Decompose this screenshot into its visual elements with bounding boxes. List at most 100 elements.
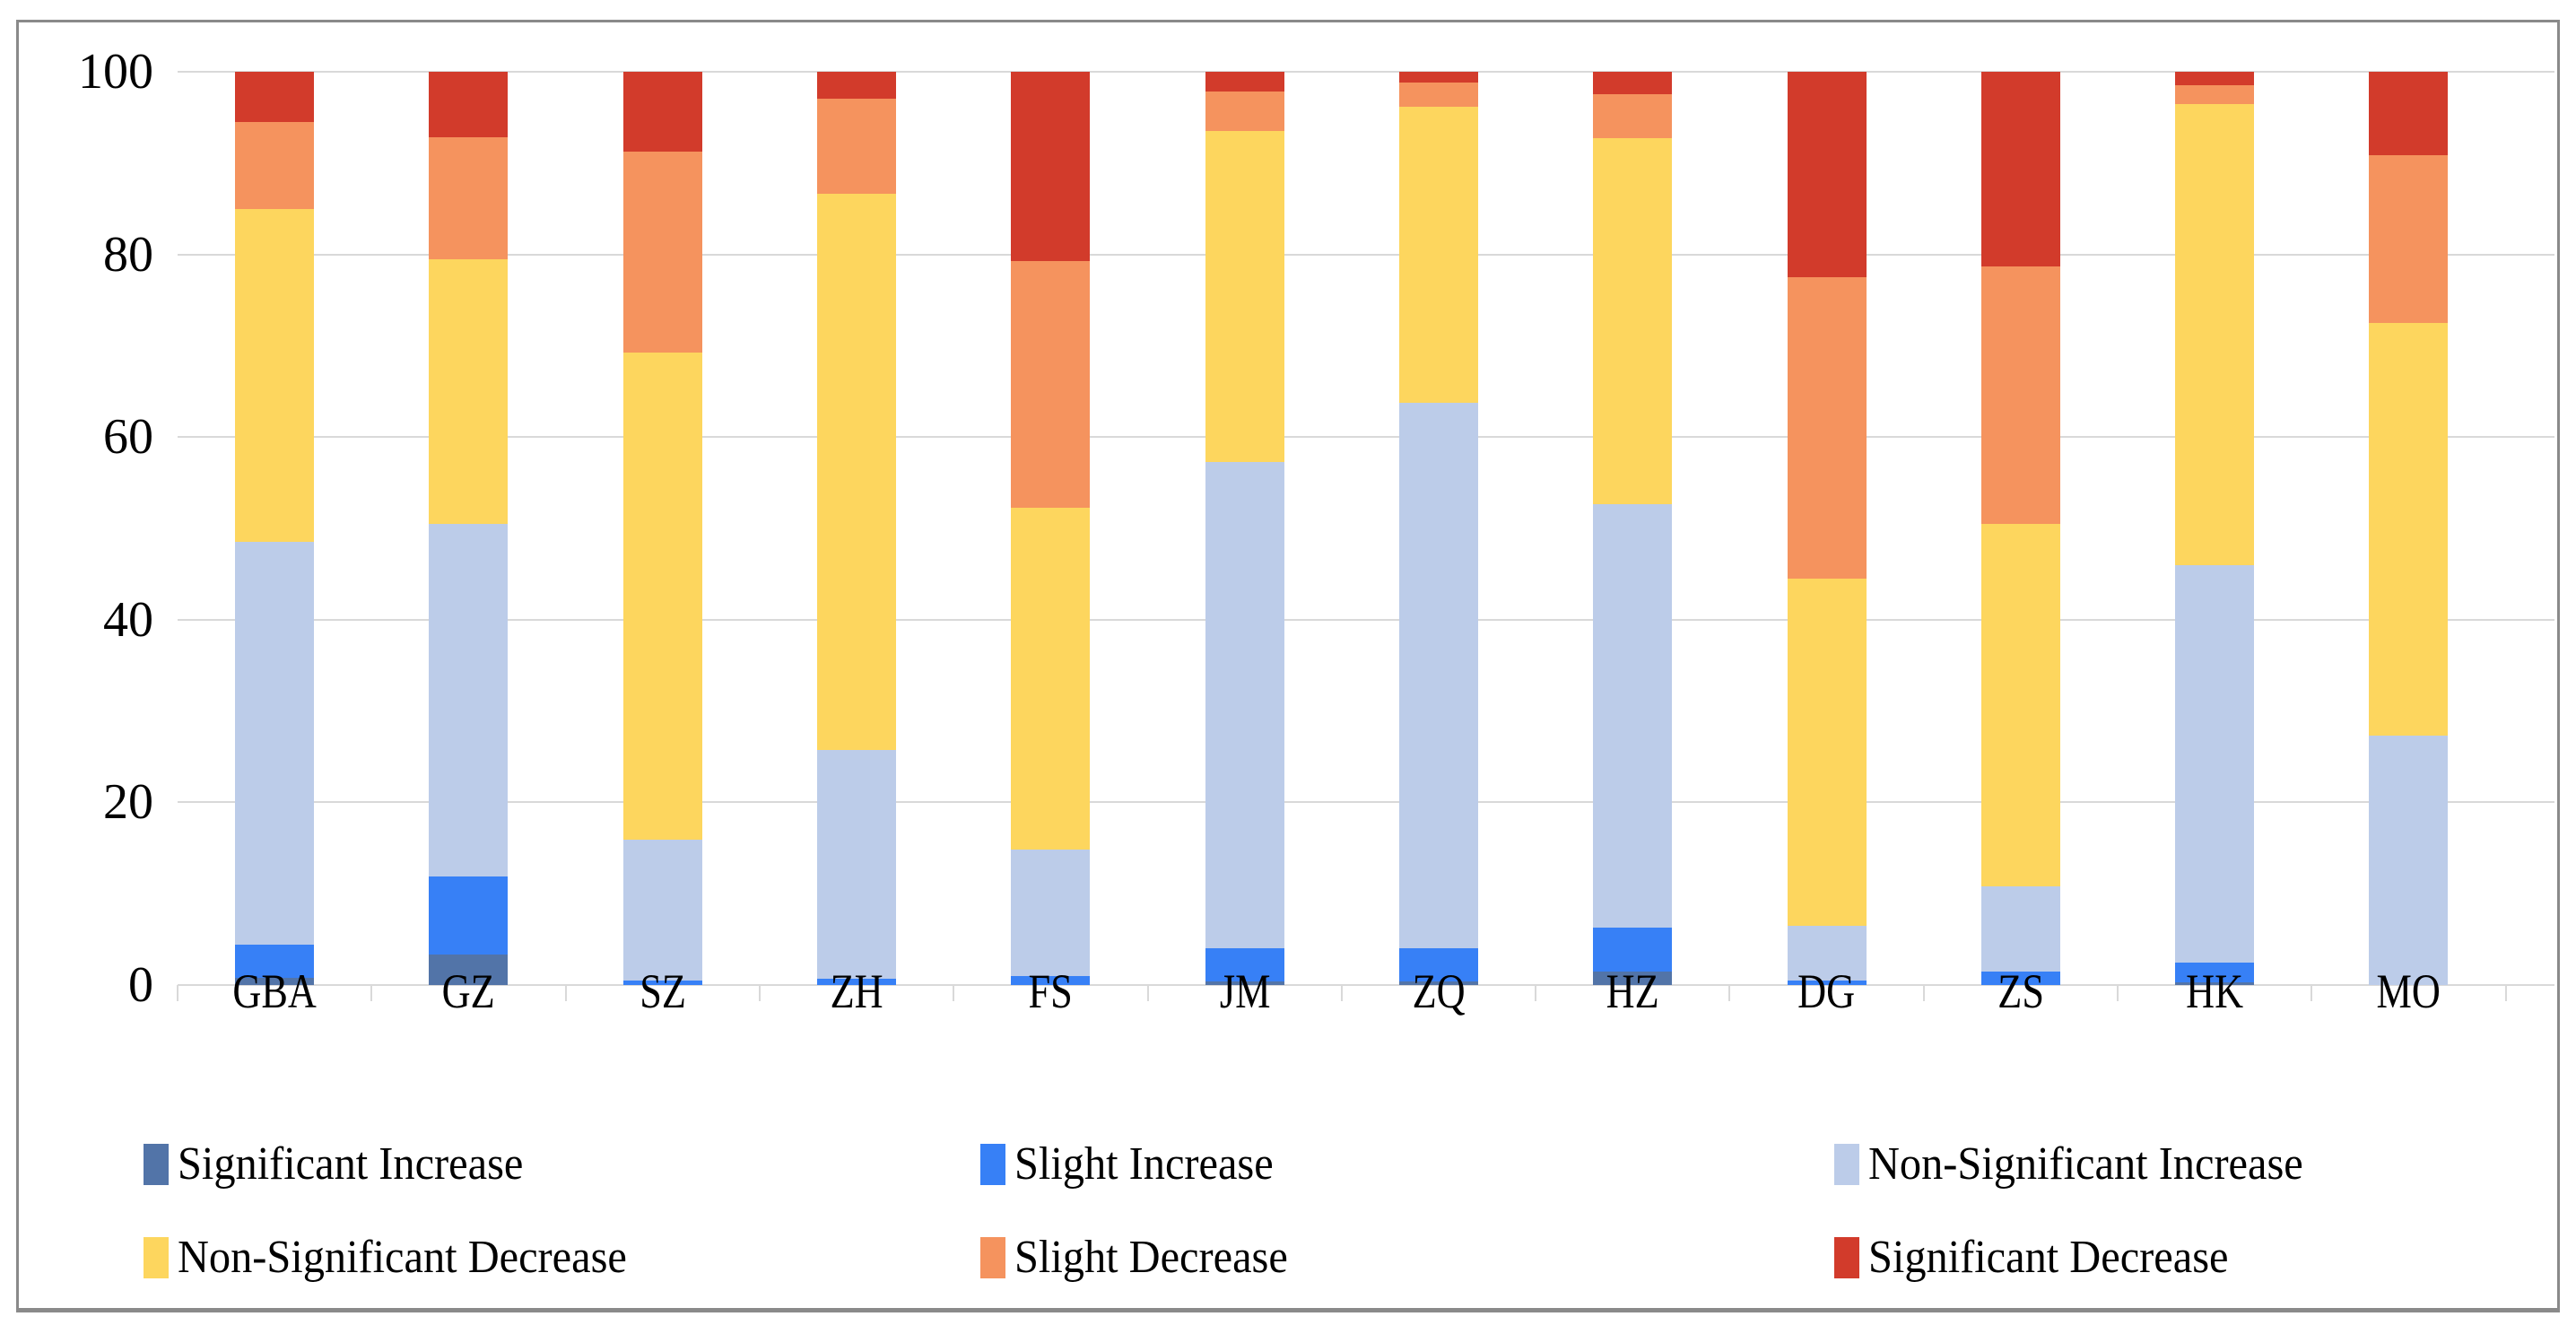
legend-item: Non-Significant Increase [1834, 1136, 2336, 1193]
bar-segment [1011, 507, 1091, 850]
legend-label: Slight Decrease [1014, 1232, 1288, 1283]
y-axis-tick-label: 60 [103, 409, 153, 466]
bar-segment [817, 194, 897, 751]
gridline [178, 984, 2554, 986]
bar-segment [817, 978, 897, 985]
bar-segment [1593, 503, 1673, 928]
y-axis-tick-label: 100 [78, 44, 153, 100]
legend-item: Slight Decrease [980, 1229, 1309, 1286]
bar-segment [1205, 948, 1284, 981]
stacked-bar-zh [817, 72, 897, 985]
x-axis-category-label: DG [1797, 964, 1856, 1018]
y-axis-tick-label: 20 [103, 774, 153, 831]
bar-segment [1787, 980, 1867, 985]
gridline [178, 801, 2554, 804]
legend-swatch-icon [144, 1144, 169, 1185]
bar-segment [622, 840, 702, 981]
x-axis-tick [1535, 985, 1537, 1001]
legend-swatch-icon [1834, 1237, 1859, 1278]
bar-segment [1980, 886, 2060, 972]
bar-slot-dg [1729, 72, 1923, 985]
x-axis-category-label: ZQ [1412, 964, 1466, 1018]
bar-segment [2369, 736, 2449, 985]
bar-segment [429, 72, 509, 138]
bar-segment [1011, 975, 1091, 985]
gridline [178, 71, 2554, 73]
x-axis-tick [953, 985, 955, 1001]
y-axis-tick-label: 80 [103, 226, 153, 283]
bar-segment [1011, 850, 1091, 976]
stacked-bar-dg [1787, 72, 1867, 985]
legend-swatch-icon [980, 1237, 1005, 1278]
bar-segment [1787, 925, 1867, 981]
bar-segment [1398, 402, 1478, 949]
stacked-bar-hk [2175, 72, 2255, 985]
bar-segment [622, 72, 702, 152]
bar-slot-hk [2118, 72, 2311, 985]
legend-label: Slight Increase [1014, 1138, 1274, 1190]
bar-segment [1205, 981, 1284, 985]
x-axis-category-label: HZ [1606, 964, 1659, 1018]
x-axis-tick [758, 985, 761, 1001]
stacked-bar-zq [1398, 72, 1478, 985]
bar-segment [1787, 579, 1867, 926]
legend-item: Significant Decrease [1834, 1229, 2256, 1286]
y-axis-tick-label: 0 [128, 957, 153, 1013]
legend-label: Significant Increase [178, 1138, 524, 1190]
bar-segment [429, 258, 509, 524]
bar-segment [1787, 277, 1867, 580]
bar-segment [2175, 564, 2255, 963]
x-axis-category-label: ZH [830, 964, 883, 1018]
bar-slot-sz [566, 72, 760, 985]
bar-slot-mo [2311, 72, 2505, 985]
bar-segment [1980, 72, 2060, 266]
legend-item: Slight Increase [980, 1136, 1292, 1193]
x-axis-category-label: ZS [1997, 964, 2044, 1018]
bar-segment [1593, 72, 1673, 95]
gridline [178, 436, 2554, 439]
bar-segment [622, 151, 702, 353]
bar-segment [1205, 461, 1284, 949]
bar-segment [622, 352, 702, 841]
x-axis-category-label: GZ [441, 964, 495, 1018]
legend-item: Significant Increase [144, 1136, 549, 1193]
x-axis-tick [1922, 985, 1925, 1001]
bar-segment [235, 977, 315, 985]
stacked-bar-fs [1011, 72, 1091, 985]
bar-segment [2175, 103, 2255, 565]
bar-segment [2175, 72, 2255, 86]
legend-swatch-icon [980, 1144, 1005, 1185]
bar-segment [429, 523, 509, 876]
bar-segment [817, 98, 897, 195]
x-axis-tick [177, 985, 178, 1001]
x-axis-category-label: MO [2376, 964, 2441, 1018]
bar-segment [1593, 927, 1673, 972]
bar-segment [1205, 92, 1284, 132]
bar-segment [1980, 266, 2060, 524]
bar-segment [1398, 948, 1478, 981]
bar-segment [235, 542, 315, 946]
bar-slot-gz [371, 72, 565, 985]
stacked-bar-sz [622, 72, 702, 985]
x-axis-tick [1728, 985, 1731, 1001]
x-axis-tick [2117, 985, 2119, 1001]
bar-slot-jm [1148, 72, 1342, 985]
x-axis-tick [1340, 985, 1343, 1001]
legend-swatch-icon [1834, 1144, 1859, 1185]
bar-segment [2175, 981, 2255, 985]
x-axis-category-label: HK [2186, 964, 2244, 1018]
bar-segment [1593, 138, 1673, 504]
stacked-bar-zs [1980, 72, 2060, 985]
x-axis-tick [2311, 985, 2313, 1001]
x-axis-tick [1146, 985, 1149, 1001]
legend-item: Non-Significant Decrease [144, 1229, 661, 1286]
bar-segment [1398, 106, 1478, 403]
x-axis-tick [2504, 985, 2507, 1001]
bar-segment [817, 72, 897, 99]
stacked-bar-mo [2369, 72, 2449, 985]
bar-segment [2369, 322, 2449, 737]
chart-frame: Significant Increase Slight Increase Non-S… [16, 20, 2560, 1312]
bar-segment [1011, 72, 1091, 261]
stacked-bar-gba [235, 72, 315, 985]
